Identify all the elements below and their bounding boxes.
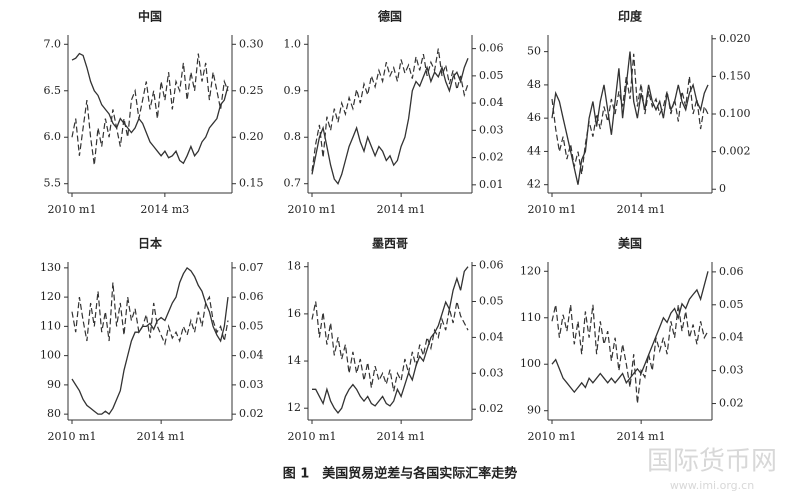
y-tick-label: 0.9: [284, 84, 302, 97]
y2-tick-label: 0.150: [719, 69, 751, 82]
y2-tick-label: 0.020: [719, 32, 751, 45]
x-tick-label: 2014 m1: [617, 203, 666, 216]
y2-tick-label: 0.04: [479, 330, 504, 343]
y-tick-label: 14: [287, 354, 301, 367]
y-tick-label: 90: [47, 378, 61, 391]
y-tick-label: 18: [287, 260, 301, 273]
y-tick-label: 6.0: [44, 130, 62, 143]
y-tick-label: 42: [527, 178, 541, 191]
y2-tick-label: 0.01: [479, 178, 504, 191]
y2-tick-label: 0: [719, 182, 726, 195]
y2-tick-label: 0.03: [239, 378, 264, 391]
x-tick-label: 2010 m1: [288, 430, 337, 443]
y-tick-label: 130: [40, 261, 61, 274]
y2-tick-label: 0.03: [479, 123, 504, 136]
y-tick-label: 7.0: [44, 37, 62, 50]
series-line: [551, 53, 709, 175]
x-tick-label: 2014 m1: [137, 430, 186, 443]
y-tick-label: 5.5: [44, 177, 62, 190]
series-line: [551, 304, 709, 404]
chart-title: 墨西哥: [372, 237, 408, 251]
series-line: [311, 48, 469, 172]
y2-tick-label: 0.05: [239, 319, 264, 332]
y2-tick-label: 0.06: [479, 259, 504, 272]
series-line: [312, 266, 469, 414]
y-tick-label: 44: [527, 144, 541, 157]
y2-tick-label: 0.02: [479, 402, 504, 415]
chart-title: 中国: [138, 9, 162, 24]
x-tick-label: 2010 m1: [48, 203, 97, 216]
y-tick-label: 48: [527, 78, 541, 91]
y-tick-label: 100: [40, 349, 61, 362]
y2-tick-label: 0.04: [479, 96, 504, 109]
y-tick-label: 110: [520, 311, 541, 324]
y2-tick-label: 0.02: [239, 407, 264, 420]
series-line: [311, 301, 469, 392]
y2-tick-label: 0.07: [239, 261, 264, 274]
series-line: [71, 53, 229, 166]
y-tick-label: 120: [40, 290, 61, 303]
series-line: [71, 282, 229, 346]
y-tick-label: 100: [520, 357, 541, 370]
y2-tick-label: 0.25: [239, 84, 264, 97]
y-tick-label: 1.0: [284, 37, 302, 50]
y2-tick-label: 0.05: [479, 69, 504, 82]
x-tick-label: 2014 m3: [140, 203, 189, 216]
y2-tick-label: 0.06: [479, 42, 504, 55]
series-line: [551, 51, 709, 185]
y-tick-label: 16: [287, 307, 301, 320]
y2-tick-label: 0.03: [479, 366, 504, 379]
y-tick-label: 50: [527, 45, 541, 58]
y2-tick-label: 0.02: [719, 397, 744, 410]
y-tick-label: 0.7: [284, 177, 302, 190]
y2-tick-label: 0.05: [479, 295, 504, 308]
y2-tick-label: 0.30: [239, 37, 264, 50]
x-tick-label: 2010 m1: [528, 203, 577, 216]
y2-tick-label: 0.06: [719, 265, 744, 278]
x-tick-label: 2014 m1: [377, 203, 426, 216]
y2-tick-label: 0.100: [719, 107, 751, 120]
y-tick-label: 120: [520, 264, 541, 277]
x-tick-label: 2014 m1: [617, 430, 666, 443]
x-tick-label: 2010 m1: [288, 203, 337, 216]
y2-tick-label: 0.002: [719, 145, 751, 158]
y2-tick-label: 0.04: [719, 331, 744, 344]
series-line: [71, 52, 229, 165]
caption: 图 1 美国贸易逆差与各国实际汇率走势: [283, 466, 518, 482]
y-tick-label: 12: [287, 401, 301, 414]
y2-tick-label: 0.05: [719, 298, 744, 311]
y-tick-label: 6.5: [44, 84, 62, 97]
y2-tick-label: 0.20: [239, 130, 264, 143]
watermark-name: 国际货币网: [647, 447, 777, 477]
chart-title: 美国: [618, 236, 642, 251]
series-line: [551, 271, 709, 394]
x-tick-label: 2014 m1: [377, 430, 426, 443]
y-tick-label: 80: [47, 407, 61, 420]
y-tick-label: 0.8: [284, 130, 302, 143]
y2-tick-label: 0.02: [479, 151, 504, 164]
y2-tick-label: 0.03: [719, 364, 744, 377]
y-tick-label: 46: [527, 111, 541, 124]
chart-title: 印度: [618, 9, 643, 24]
y-tick-label: 110: [40, 319, 61, 332]
series-line: [71, 266, 229, 416]
y2-tick-label: 0.15: [239, 177, 264, 190]
watermark-url: www.imi.org.cn: [670, 479, 754, 492]
x-tick-label: 2010 m1: [528, 430, 577, 443]
x-tick-label: 2010 m1: [48, 430, 97, 443]
y2-tick-label: 0.06: [239, 290, 264, 303]
y2-tick-label: 0.04: [239, 349, 264, 362]
chart-title: 日本: [138, 236, 162, 251]
series-line: [311, 57, 469, 185]
y-tick-label: 90: [527, 404, 541, 417]
chart-title: 德国: [378, 9, 402, 24]
